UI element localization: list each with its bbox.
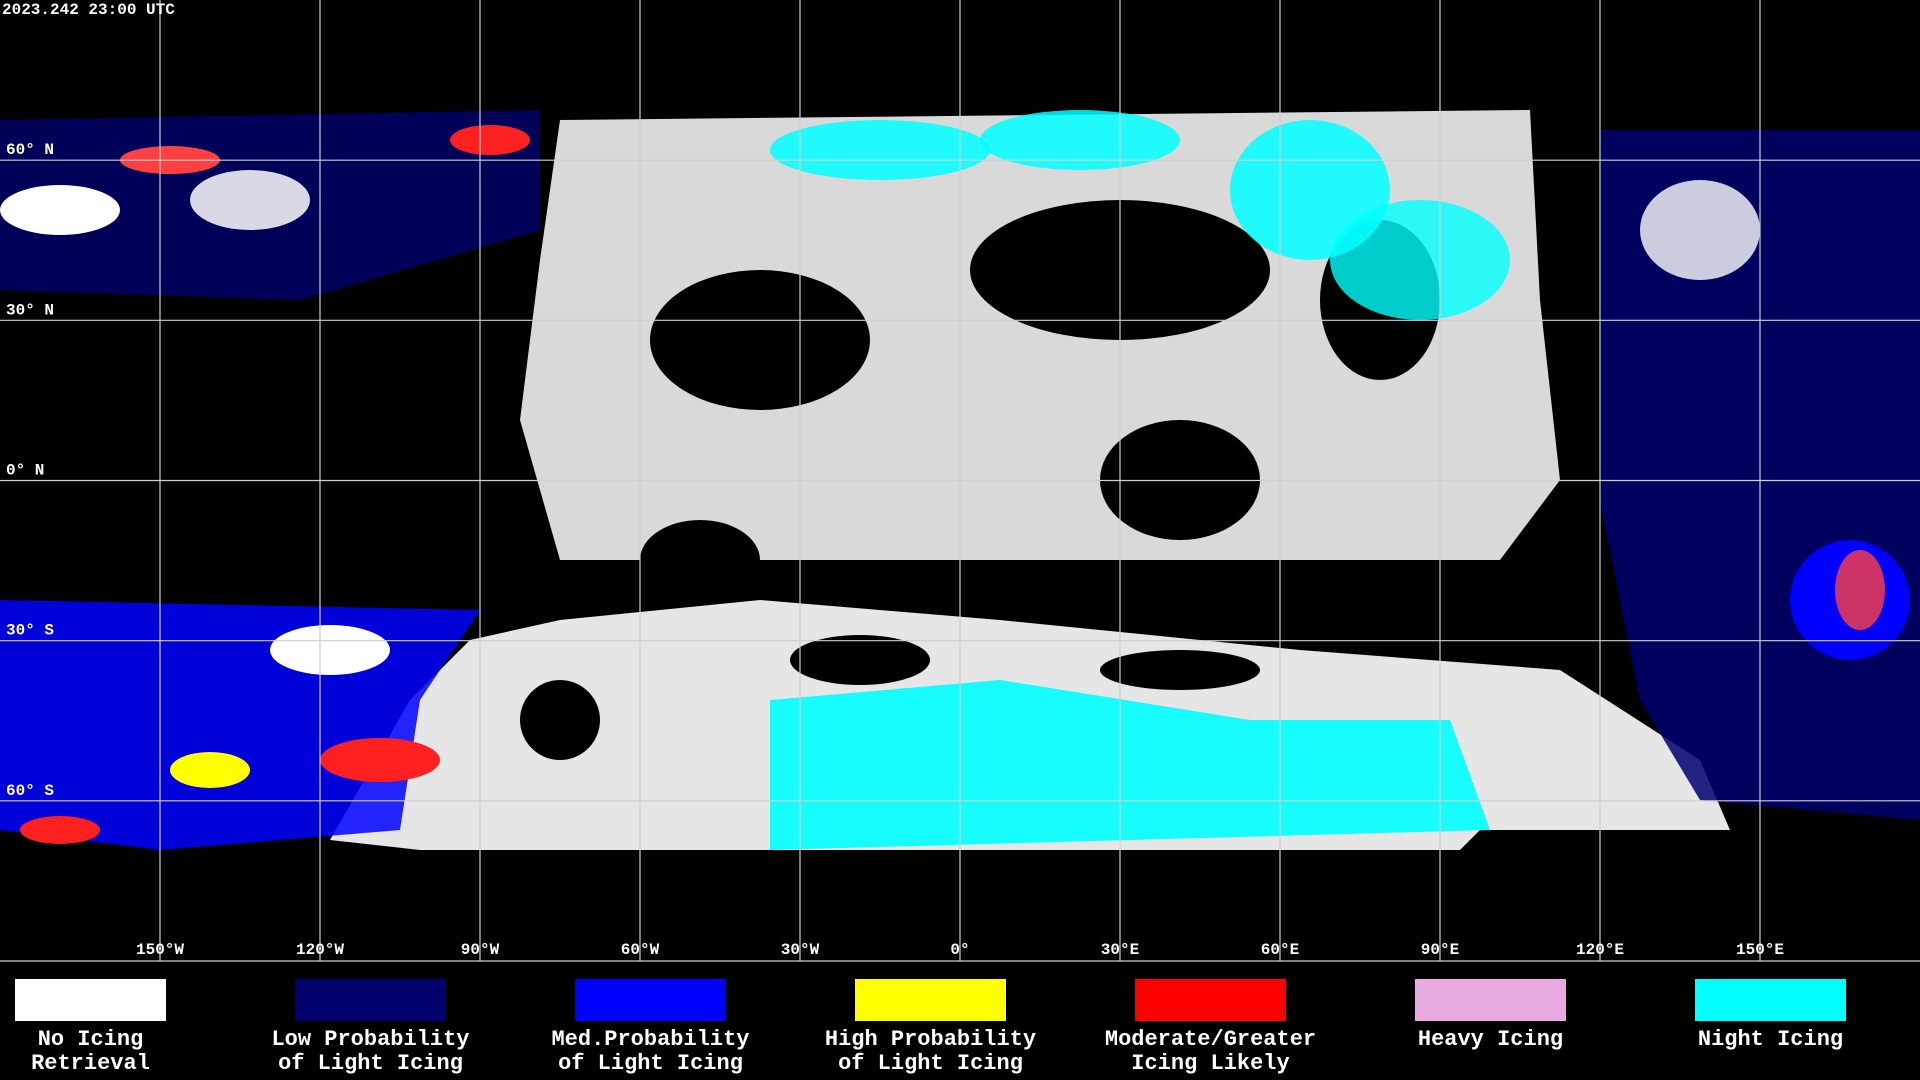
legend-swatch xyxy=(575,979,726,1021)
longitude-label: 60°E xyxy=(1261,941,1299,959)
cloud xyxy=(1640,180,1760,280)
longitude-label: 150°W xyxy=(136,941,184,959)
legend-swatch xyxy=(1695,979,1846,1021)
timestamp: 2023.242 23:00 UTC xyxy=(2,1,175,19)
legend-label: Heavy Icing xyxy=(1418,1027,1563,1052)
longitude-label: 120°W xyxy=(296,941,344,959)
legend-label: Med.Probability xyxy=(551,1027,749,1052)
longitude-label: 30°E xyxy=(1101,941,1139,959)
graticule xyxy=(0,0,1920,962)
legend-label: Retrieval xyxy=(31,1051,150,1076)
cloud xyxy=(1330,200,1510,320)
cloud xyxy=(270,625,390,675)
latitude-label: 30° N xyxy=(6,301,54,319)
latitude-label: 60° N xyxy=(6,141,54,159)
latitude-label: 60° S xyxy=(6,782,54,800)
legend-swatch xyxy=(1415,979,1566,1021)
clear-sky xyxy=(650,270,870,410)
longitude-label: 90°E xyxy=(1421,941,1459,959)
legend-label: High Probability xyxy=(825,1027,1036,1052)
cloud xyxy=(770,680,1490,850)
longitude-label: 30°W xyxy=(781,941,820,959)
cloud xyxy=(980,110,1180,170)
longitude-label: 150°E xyxy=(1736,941,1784,959)
legend-label: No Icing xyxy=(38,1027,144,1052)
longitude-label: 90°W xyxy=(461,941,500,959)
labels: 2023.242 23:00 UTC 60° N 30° N 0° N 30° S 60… xyxy=(2,1,1784,959)
icing-area xyxy=(320,738,440,782)
clear-sky xyxy=(790,635,930,685)
legend-label: Low Probability xyxy=(271,1027,469,1052)
icing-area xyxy=(20,816,100,844)
legend-swatch xyxy=(855,979,1006,1021)
clear-sky xyxy=(640,520,760,600)
legend-label: Icing Likely xyxy=(1131,1051,1289,1076)
clear-sky xyxy=(1100,650,1260,690)
latitude-label: 0° N xyxy=(6,462,44,480)
icing-area xyxy=(1835,550,1885,630)
legend-swatch xyxy=(295,979,446,1021)
cloud xyxy=(770,120,990,180)
longitude-label: 60°W xyxy=(621,941,660,959)
longitude-label: 0° xyxy=(950,941,969,959)
legend-swatch xyxy=(1135,979,1286,1021)
cloud xyxy=(0,185,120,235)
cloud xyxy=(190,170,310,230)
latitude-label: 30° S xyxy=(6,622,54,640)
legend-label: of Light Icing xyxy=(278,1051,463,1076)
legend-label: of Light Icing xyxy=(838,1051,1023,1076)
legend-label: of Light Icing xyxy=(558,1051,743,1076)
longitude-label: 120°E xyxy=(1576,941,1624,959)
legend-label: Moderate/Greater xyxy=(1105,1027,1316,1052)
legend-swatch xyxy=(15,979,166,1021)
legend-label: Night Icing xyxy=(1698,1027,1843,1052)
clear-sky xyxy=(520,680,600,760)
icing-area xyxy=(170,752,250,788)
icing-area xyxy=(450,125,530,155)
